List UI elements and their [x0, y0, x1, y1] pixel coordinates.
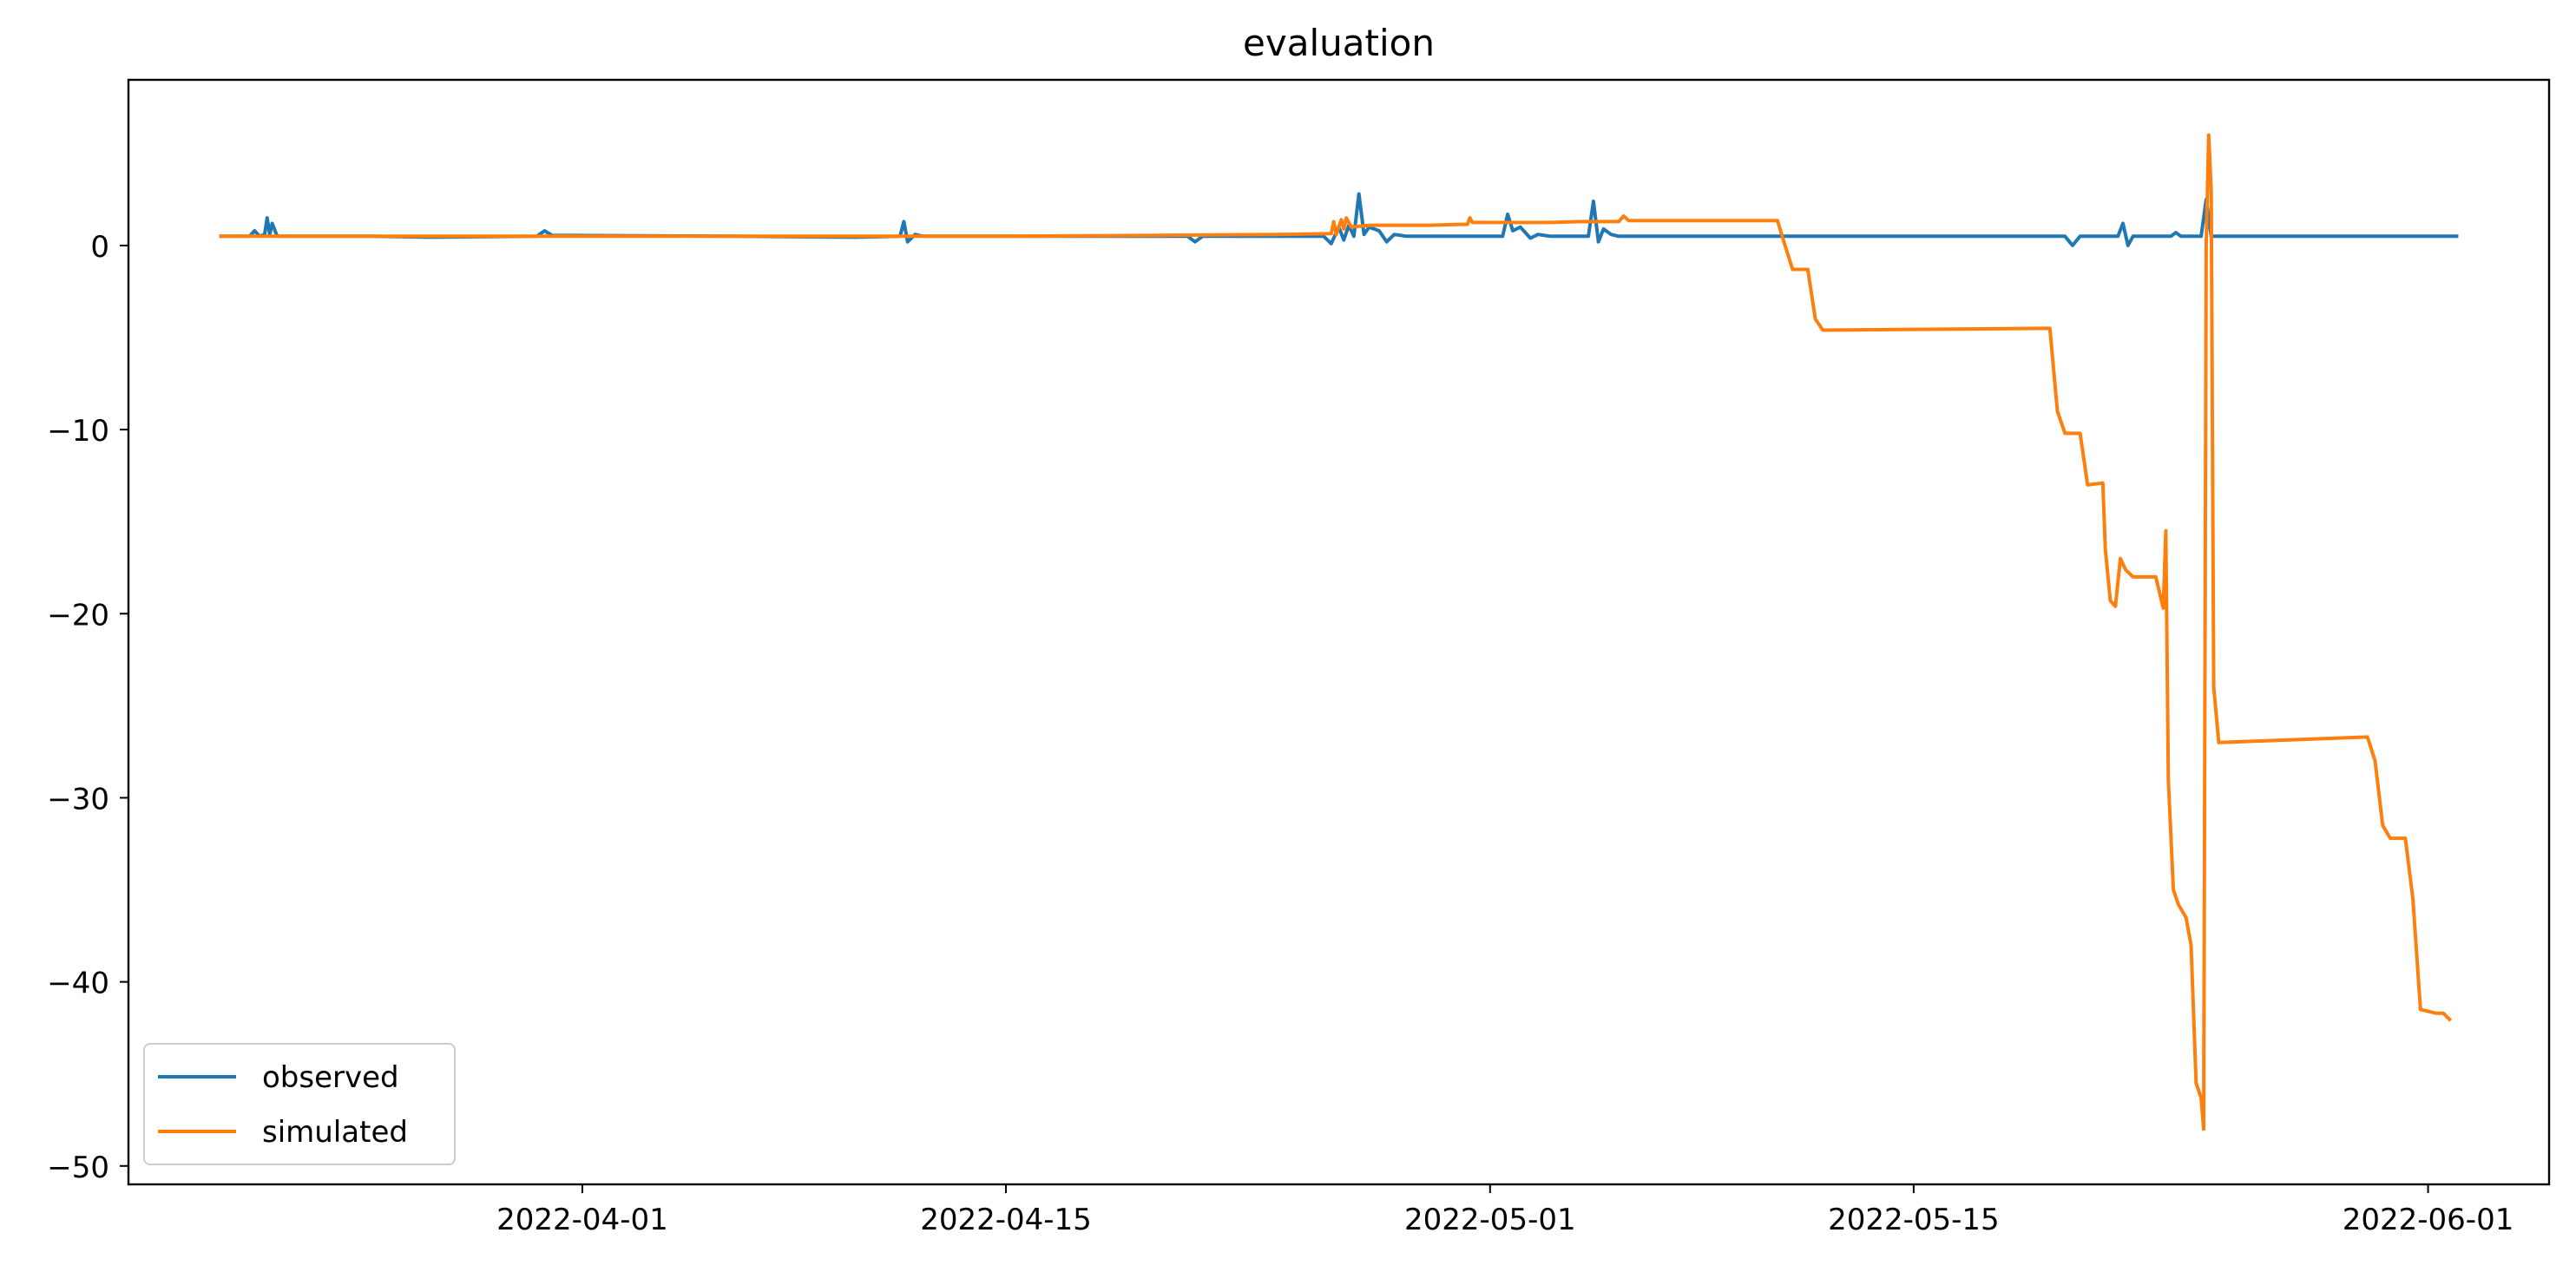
y-tick-label: −20 — [47, 598, 109, 633]
legend-label-simulated: simulated — [262, 1115, 408, 1150]
series-line-observed — [219, 192, 2459, 247]
y-tick-label: −40 — [47, 967, 109, 1001]
y-tick-label: −10 — [47, 414, 109, 449]
legend-label-observed: observed — [262, 1060, 399, 1095]
x-tick-label: 2022-05-15 — [1828, 1203, 2000, 1237]
x-tick-label: 2022-04-01 — [496, 1203, 668, 1237]
y-tick-label: −50 — [47, 1151, 109, 1185]
legend: observed simulated — [143, 1043, 456, 1165]
x-tick-label: 2022-04-15 — [920, 1203, 1092, 1237]
y-tick-label: 0 — [90, 230, 109, 265]
chart-title: evaluation — [1243, 22, 1435, 64]
x-tick-label: 2022-05-01 — [1404, 1203, 1576, 1237]
x-tick-label: 2022-06-01 — [2343, 1203, 2514, 1237]
plot-area-frame — [127, 78, 2551, 1186]
x-axis: 2022-04-01 2022-04-15 2022-05-01 2022-05-15… — [496, 1184, 2514, 1237]
legend-box — [143, 1043, 456, 1165]
y-tick-label: −30 — [47, 782, 109, 816]
series-line-simulated — [219, 133, 2453, 1131]
y-axis: 0 −10 −20 −30 −40 −50 — [47, 230, 128, 1185]
plot-lines — [219, 133, 2459, 1131]
